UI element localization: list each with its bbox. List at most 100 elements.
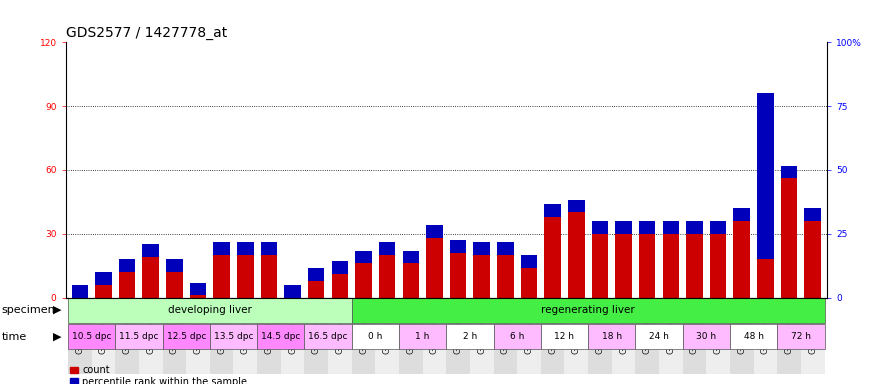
Bar	[423, 298, 446, 374]
Bar	[588, 298, 612, 374]
Bar	[186, 298, 210, 374]
Bar	[757, 93, 774, 298]
Bar	[284, 285, 301, 298]
Bar	[777, 298, 801, 374]
Text: GDS2577 / 1427778_at: GDS2577 / 1427778_at	[66, 26, 227, 40]
Bar	[635, 324, 682, 349]
Bar	[615, 221, 632, 234]
Bar	[308, 268, 325, 298]
Bar	[450, 240, 466, 253]
Text: ▶: ▶	[52, 332, 61, 342]
Bar	[541, 298, 564, 374]
Bar	[281, 298, 304, 374]
Text: specimen: specimen	[2, 305, 55, 315]
Bar	[753, 298, 777, 374]
Bar	[328, 298, 352, 374]
Text: 24 h: 24 h	[649, 333, 669, 341]
Bar	[682, 324, 730, 349]
Bar	[332, 262, 348, 274]
Text: 11.5 dpc: 11.5 dpc	[119, 333, 158, 341]
Text: 72 h: 72 h	[791, 333, 811, 341]
Bar	[639, 221, 655, 234]
Bar	[166, 259, 183, 272]
Bar	[493, 298, 517, 374]
Text: ▶: ▶	[52, 305, 61, 315]
Bar	[352, 298, 824, 323]
Bar	[139, 298, 163, 374]
Bar	[615, 221, 632, 298]
Bar	[355, 251, 372, 263]
Bar	[352, 298, 375, 374]
Bar	[686, 221, 703, 298]
Bar	[92, 298, 116, 374]
Bar	[493, 324, 541, 349]
Bar	[639, 221, 655, 298]
Bar	[68, 298, 352, 323]
Bar	[733, 208, 750, 221]
Bar	[375, 298, 399, 374]
Bar	[402, 251, 419, 263]
Bar	[284, 285, 301, 298]
Bar	[72, 287, 88, 298]
Text: 1 h: 1 h	[416, 333, 430, 341]
Bar	[119, 259, 136, 298]
Bar	[470, 298, 494, 374]
Text: 13.5 dpc: 13.5 dpc	[214, 333, 253, 341]
Bar	[308, 268, 325, 280]
Bar	[662, 221, 679, 234]
Text: 18 h: 18 h	[602, 333, 622, 341]
Bar	[544, 204, 561, 298]
Text: regenerating liver: regenerating liver	[542, 305, 635, 315]
Bar	[450, 240, 466, 298]
Bar	[777, 324, 824, 349]
Bar	[780, 166, 797, 179]
Bar	[659, 298, 682, 374]
Bar	[257, 298, 281, 374]
Bar	[521, 255, 537, 298]
Bar	[426, 225, 443, 238]
Bar	[564, 298, 588, 374]
Text: 48 h: 48 h	[744, 333, 764, 341]
Bar	[214, 242, 230, 298]
Bar	[473, 242, 490, 298]
Bar	[210, 324, 257, 349]
Bar	[662, 221, 679, 298]
Bar	[612, 298, 635, 374]
Bar	[473, 242, 490, 255]
Bar	[95, 272, 112, 298]
Bar	[399, 324, 446, 349]
Bar	[190, 283, 206, 298]
Legend: count, percentile rank within the sample: count, percentile rank within the sample	[71, 365, 247, 384]
Bar	[730, 324, 777, 349]
Bar	[379, 242, 396, 298]
Bar	[541, 324, 588, 349]
Text: 6 h: 6 h	[510, 333, 524, 341]
Bar	[682, 298, 706, 374]
Bar	[95, 272, 112, 285]
Bar	[780, 166, 797, 298]
Bar	[261, 242, 277, 255]
Bar	[143, 244, 159, 257]
Bar	[166, 259, 183, 298]
Text: 10.5 dpc: 10.5 dpc	[72, 333, 111, 341]
Bar	[710, 221, 726, 298]
Bar	[399, 298, 423, 374]
Bar	[521, 255, 537, 268]
Bar	[497, 242, 514, 255]
Bar	[72, 285, 88, 298]
Bar	[801, 298, 824, 374]
Bar	[592, 221, 608, 298]
Bar	[119, 259, 136, 272]
Bar	[497, 242, 514, 298]
Bar	[804, 208, 821, 221]
Text: 0 h: 0 h	[368, 333, 382, 341]
Bar	[143, 244, 159, 298]
Bar	[402, 251, 419, 298]
Bar	[379, 242, 396, 255]
Text: 2 h: 2 h	[463, 333, 477, 341]
Bar	[446, 298, 470, 374]
Bar	[733, 208, 750, 298]
Text: 30 h: 30 h	[696, 333, 717, 341]
Bar	[237, 242, 254, 298]
Bar	[710, 221, 726, 234]
